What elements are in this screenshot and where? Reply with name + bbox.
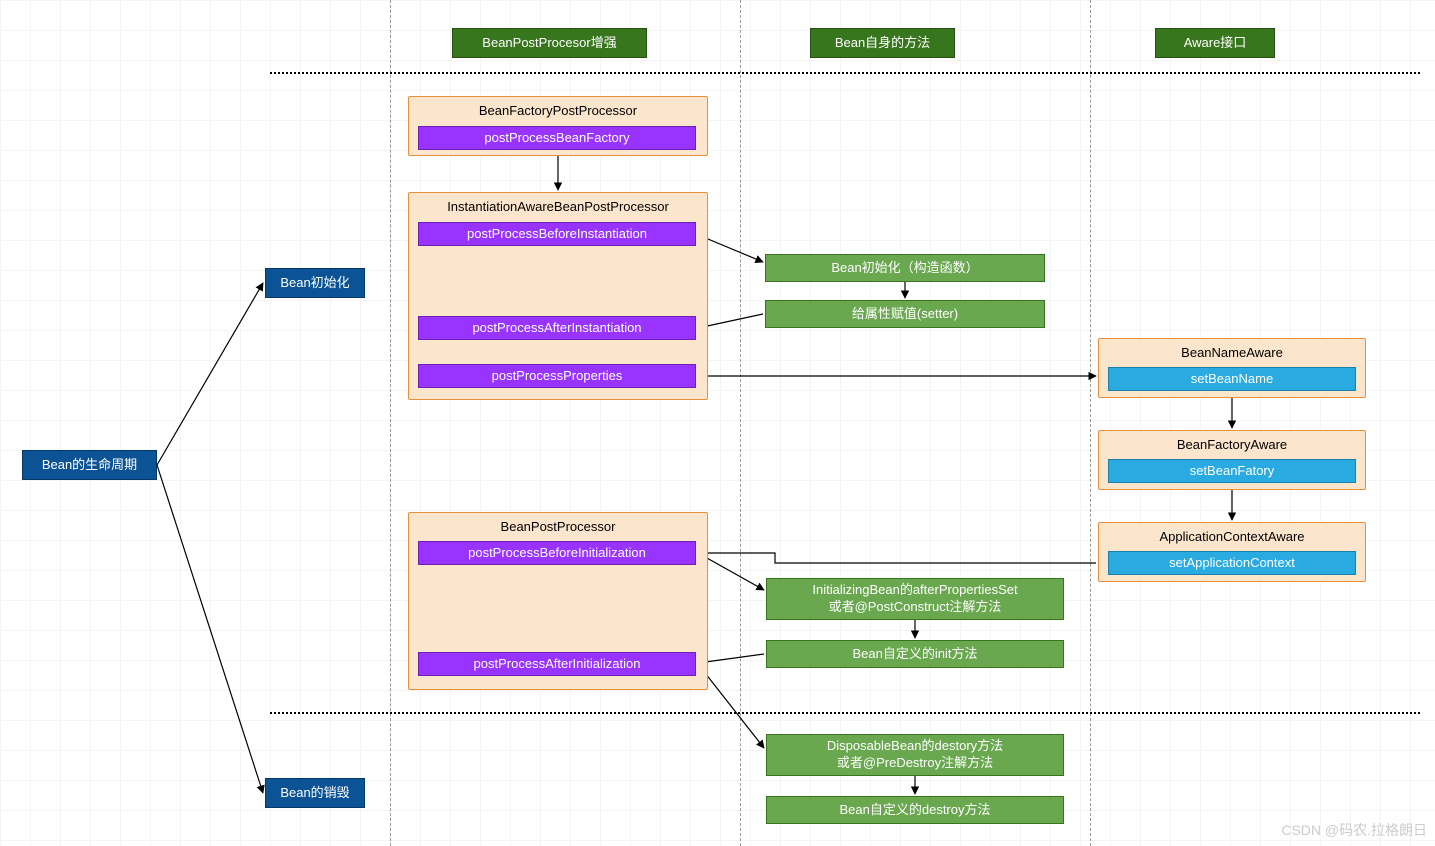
postProcessAfterInstantiation: postProcessAfterInstantiation [418,316,696,340]
postProcessBeanFactory: postProcessBeanFactory [418,126,696,150]
postProcessProperties: postProcessProperties [418,364,696,388]
disposable-destroy: DisposableBean的destory方法 或者@PreDestroy注解… [766,734,1064,776]
bean-destroy: Bean的销毁 [265,778,365,808]
watermark: CSDN @码农.拉格朗日 [1281,820,1427,840]
edges-layer [0,0,1435,846]
custom-init: Bean自定义的init方法 [766,640,1064,668]
set-props: 给属性赋值(setter) [765,300,1045,328]
header-beanpostprocessor: BeanPostProcesor增强 [452,28,647,58]
custom-destroy: Bean自定义的destroy方法 [766,796,1064,824]
setApplicationContext: setApplicationContext [1108,551,1356,575]
postProcessBeforeInitialization: postProcessBeforeInitialization [418,541,696,565]
header-bean-self: Bean自身的方法 [810,28,955,58]
bean-init: Bean初始化 [265,268,365,298]
postProcessBeforeInstantiation: postProcessBeforeInstantiation [418,222,696,246]
root-lifecycle: Bean的生命周期 [22,450,157,480]
dotted-top [270,72,1420,74]
dotted-bottom [270,712,1420,714]
setBeanFactory: setBeanFatory [1108,459,1356,483]
setBeanName: setBeanName [1108,367,1356,391]
bean-ctor: Bean初始化（构造函数） [765,254,1045,282]
after-properties-set: InitializingBean的afterPropertiesSet 或者@P… [766,578,1064,620]
postProcessAfterInitialization: postProcessAfterInitialization [418,652,696,676]
header-aware: Aware接口 [1155,28,1275,58]
